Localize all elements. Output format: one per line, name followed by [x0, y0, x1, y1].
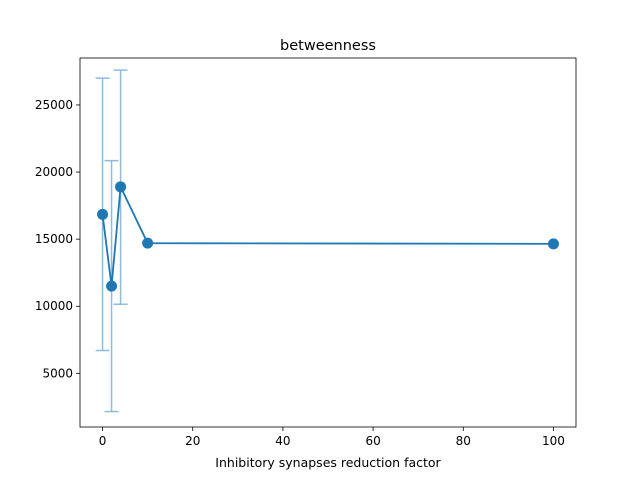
- x-tick-label: 80: [456, 434, 471, 448]
- y-tick-label: 10000: [35, 299, 73, 313]
- x-tick-label: 20: [185, 434, 200, 448]
- data-point: [106, 280, 118, 292]
- y-tick-label: 25000: [35, 98, 73, 112]
- y-tick-label: 20000: [35, 165, 73, 179]
- data-point: [547, 238, 559, 250]
- x-tick-label: 60: [365, 434, 380, 448]
- x-tick-label: 100: [542, 434, 565, 448]
- data-point: [97, 208, 109, 220]
- y-tick-label: 15000: [35, 232, 73, 246]
- y-axis: 5000 10000 15000 20000 25000: [35, 98, 80, 380]
- data-point: [142, 237, 154, 249]
- x-tick-label: 40: [275, 434, 290, 448]
- y-tick-label: 5000: [42, 366, 73, 380]
- x-axis: 0 20 40 60 80 100: [99, 427, 565, 448]
- plot-frame: [79, 57, 577, 428]
- x-axis-label: Inhibitory synapses reduction factor: [215, 455, 441, 470]
- data-point: [115, 181, 127, 193]
- series-layer: [97, 181, 559, 292]
- x-tick-label: 0: [99, 434, 107, 448]
- chart-title: betweenness: [280, 38, 376, 54]
